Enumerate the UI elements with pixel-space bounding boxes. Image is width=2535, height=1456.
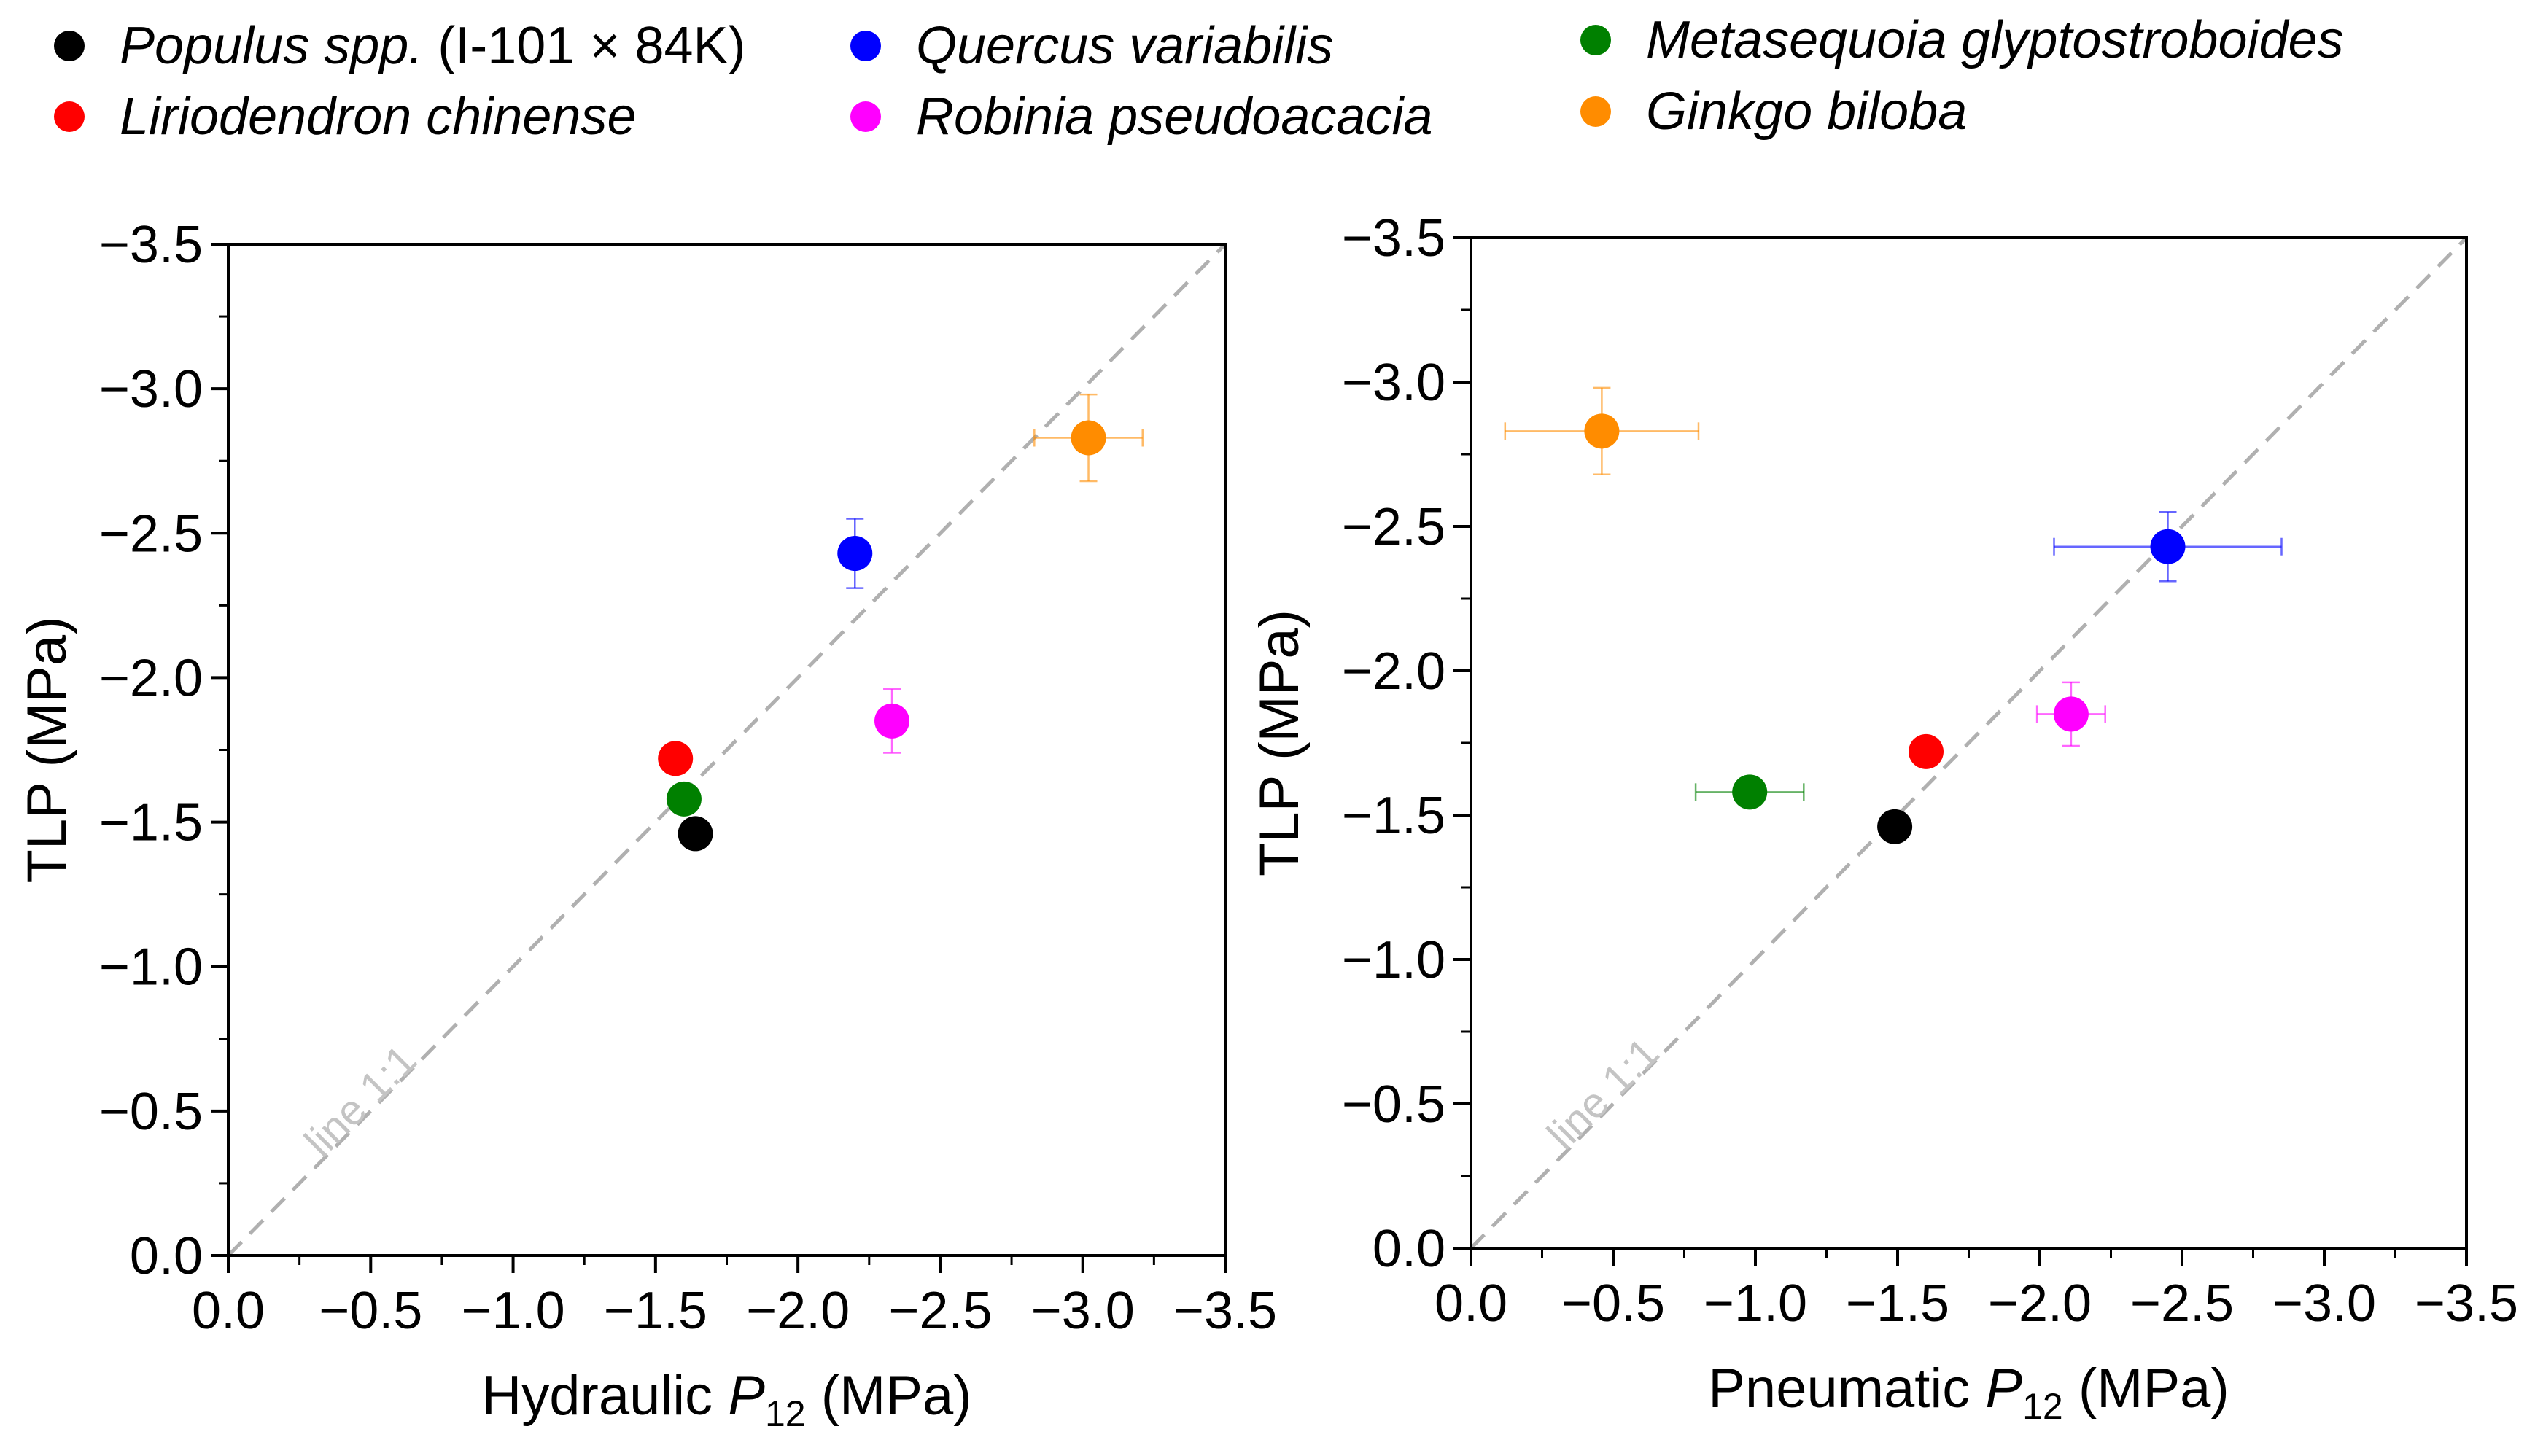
x-tick-label: −2.5 (888, 1282, 992, 1340)
x-tick-label: 0.0 (192, 1282, 265, 1340)
legend-marker-icon (54, 101, 85, 132)
legend-item: Liriodendron chinense (54, 84, 637, 149)
data-point (2150, 529, 2186, 564)
x-tick-label: −2.5 (2130, 1274, 2234, 1333)
legend-label: Ginkgo biloba (1646, 82, 1968, 141)
x-tick-label: −3.0 (2272, 1274, 2376, 1333)
legend-marker-icon (1580, 96, 1611, 127)
y-tick-label: −1.0 (99, 938, 203, 997)
x-tick-label: −2.0 (1988, 1274, 2092, 1333)
x-tick-label: −1.5 (604, 1282, 707, 1340)
x-tick-label: −1.5 (1846, 1274, 1949, 1333)
data-point (837, 536, 873, 572)
y-tick-label: 0.0 (1373, 1220, 1445, 1278)
legend-label: Quercus variabilis (916, 17, 1334, 75)
legend: Populus spp. (I-101 × 84K) Quercus variab… (0, 0, 2535, 160)
y-tick-label: −1.5 (1342, 787, 1445, 845)
data-point (1584, 413, 1620, 449)
y-tick-label: −0.5 (1342, 1075, 1445, 1134)
data-point (658, 741, 694, 776)
legend-item: Ginkgo biloba (1580, 79, 1967, 144)
legend-marker-icon (54, 31, 85, 61)
x-tick-label: −3.5 (2415, 1274, 2518, 1333)
y-axis-label: TLP (MPa) (1249, 610, 1311, 876)
legend-marker-icon (850, 31, 881, 61)
legend-label: Liriodendron chinense (120, 87, 637, 146)
data-point (874, 703, 910, 739)
x-tick-label: 0.0 (1435, 1274, 1507, 1333)
chart-panel-1: line 1:1 0.00.0 −0.5 −0.5 −1.0 −1.0 −1.5 −1.5 −2… (16, 216, 1277, 1434)
x-tick-label: −1.0 (1704, 1274, 1807, 1333)
legend-item: Robinia pseudoacacia (850, 84, 1433, 149)
y-tick-label: −3.5 (99, 216, 203, 274)
y-tick-label: −2.0 (99, 649, 203, 707)
legend-marker-icon (1580, 25, 1611, 55)
data-point (678, 816, 713, 852)
legend-item: Metasequoia glyptostroboides (1580, 7, 2344, 73)
y-axis-label: TLP (MPa) (16, 616, 78, 883)
legend-item: Populus spp. (I-101 × 84K) (54, 13, 746, 79)
x-axis-label: Hydraulic P12 (MPa) (481, 1365, 971, 1434)
legend-item: Quercus variabilis (850, 13, 1333, 79)
data-point (666, 781, 702, 817)
y-tick-label: −3.0 (99, 360, 203, 418)
legend-label: Metasequoia glyptostroboides (1646, 11, 2344, 69)
reference-line-1to1 (227, 243, 1227, 1257)
y-tick-label: −2.0 (1342, 642, 1445, 701)
y-tick-label: −3.5 (1342, 209, 1445, 268)
y-tick-label: −1.0 (1342, 931, 1445, 989)
reference-line-label: line 1:1 (1538, 1029, 1668, 1159)
x-tick-label: −2.0 (746, 1282, 850, 1340)
reference-line-1to1 (1470, 236, 2468, 1250)
data-point (1071, 420, 1106, 456)
y-tick-label: −2.5 (1342, 498, 1445, 556)
y-tick-label: −0.5 (99, 1083, 203, 1141)
y-tick-label: −3.0 (1342, 354, 1445, 412)
x-tick-label: −3.0 (1031, 1282, 1135, 1340)
x-axis-label: Pneumatic P12 (MPa) (1708, 1358, 2229, 1427)
x-tick-label: −3.5 (1173, 1282, 1277, 1340)
y-tick-label: −1.5 (99, 794, 203, 852)
data-point (1877, 809, 1913, 844)
chart-panel-2: line 1:1 0.00.0 −0.5 −0.5 −1.0 −1.0 −1.5 −1.5 −2… (1249, 209, 2518, 1427)
data-point (2053, 696, 2089, 732)
data-point (1909, 733, 1944, 769)
legend-label: Robinia pseudoacacia (916, 87, 1433, 146)
data-point (1732, 774, 1768, 810)
y-tick-label: 0.0 (130, 1227, 203, 1285)
x-tick-label: −0.5 (319, 1282, 422, 1340)
legend-marker-icon (850, 101, 881, 132)
y-tick-label: −2.5 (99, 505, 203, 563)
x-tick-label: −0.5 (1561, 1274, 1665, 1333)
reference-line-label: line 1:1 (295, 1036, 425, 1166)
legend-label: Populus spp. (I-101 × 84K) (120, 17, 746, 75)
x-tick-label: −1.0 (462, 1282, 565, 1340)
